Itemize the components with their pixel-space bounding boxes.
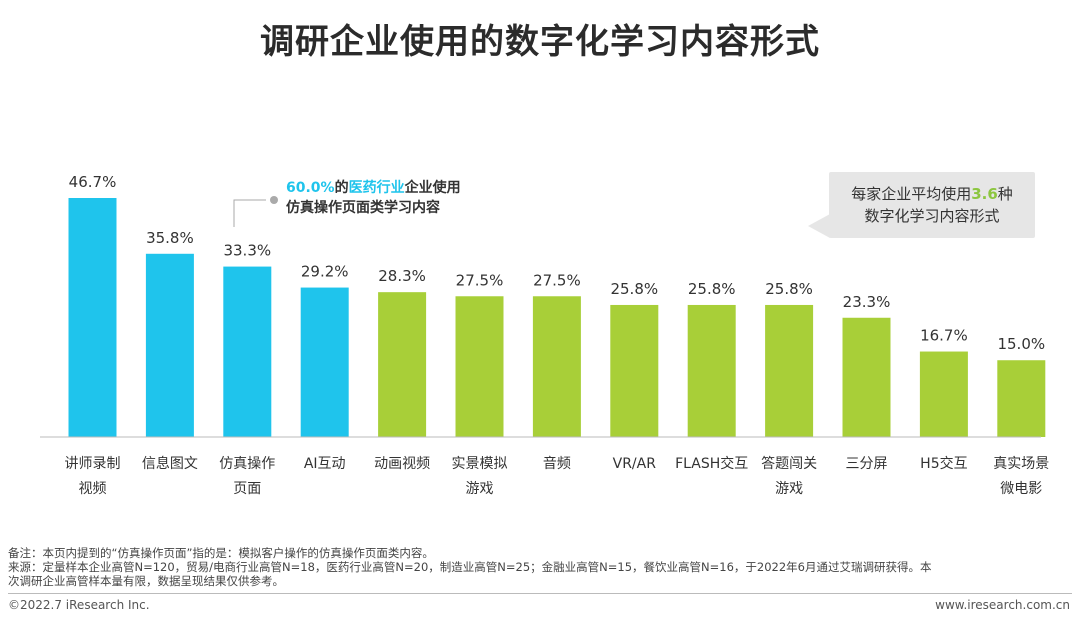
bar [919,351,968,437]
page-title: 调研企业使用的数字化学习内容形式 [260,22,820,62]
bar [532,296,581,437]
bar [223,266,272,437]
bar-value-label: 46.7% [69,173,117,191]
category-label: 动画视频 [374,456,430,472]
callout-mid: 的 [334,180,349,196]
copyright: ©2022.7 iResearch Inc. [8,598,150,612]
bar-value-label: 25.8% [688,280,736,298]
callout-dot [270,196,278,204]
bar-value-label: 15.0% [997,335,1045,353]
bar-value-label: 25.8% [610,280,658,298]
notes: 备注：本页内提到的“仿真操作页面”指的是：模拟客户操作的仿真操作页面类内容。 来… [8,546,1072,588]
category-label: 讲师录制 [65,456,121,472]
bar-value-label: 27.5% [533,271,581,289]
bar-value-label: 27.5% [456,271,504,289]
bar-value-label: 29.2% [301,263,349,281]
website-link[interactable]: www.iresearch.com.cn [935,598,1070,612]
bar [687,304,736,437]
callout-leader-line [233,199,266,227]
average-number: 3.6 [971,185,998,203]
category-label: 游戏 [466,481,494,497]
bar [842,317,891,437]
category-label: H5交互 [920,455,967,472]
callout-line2: 仿真操作页面类学习内容 [286,200,440,216]
source-line-3: 次调研企业高管样本量有限，数据呈现结果仅供参考。 [8,574,284,588]
category-label: 页面 [233,481,261,497]
callout-percent: 60.0% [286,180,335,196]
category-label: VR/AR [613,456,657,472]
category-label: 视频 [79,481,107,497]
source-line-2: 来源：定量样本企业高管N=120，贸易/电商行业高管N=18，医药行业高管N=2… [8,560,932,574]
callout-industry: 医药行业 [348,180,405,196]
category-label: 实景模拟 [452,456,508,472]
bar [378,292,427,437]
bar-value-label: 33.3% [223,242,271,260]
category-label: 微电影 [1000,481,1042,497]
note-line-1: 备注：本页内提到的“仿真操作页面”指的是：模拟客户操作的仿真操作页面类内容。 [8,546,434,560]
category-label: AI互动 [304,456,346,472]
callout-annotation: 60.0%的医药行业企业使用 仿真操作页面类学习内容 [286,178,461,218]
category-label: 三分屏 [846,456,888,472]
category-label: FLASH交互 [675,455,748,472]
average-line2: 数字化学习内容形式 [864,207,1000,225]
bar [145,253,194,437]
bar [997,360,1046,437]
category-label: 游戏 [775,481,803,497]
bar [455,296,504,437]
category-label: 信息图文 [142,455,198,472]
category-label: 音频 [543,455,571,472]
bar [610,304,659,437]
callout-rest: 企业使用 [404,180,461,196]
bar [765,304,814,437]
average-pre: 每家企业平均使用 [851,185,972,203]
bar-value-label: 16.7% [920,327,968,345]
bar-value-label: 25.8% [765,280,813,298]
category-label: 仿真操作 [219,456,275,472]
average-box: 每家企业平均使用3.6种 数字化学习内容形式 [829,172,1035,238]
category-label: 答题闯关 [761,455,817,472]
bar-value-label: 23.3% [843,293,891,311]
average-post: 种 [997,185,1013,203]
footer-divider [8,593,1072,594]
bar [300,287,349,437]
bar-value-label: 28.3% [378,267,426,285]
category-label: 真实场景 [993,456,1049,472]
average-box-tail [808,214,830,238]
bar-value-label: 35.8% [146,229,194,247]
bar [68,198,117,437]
